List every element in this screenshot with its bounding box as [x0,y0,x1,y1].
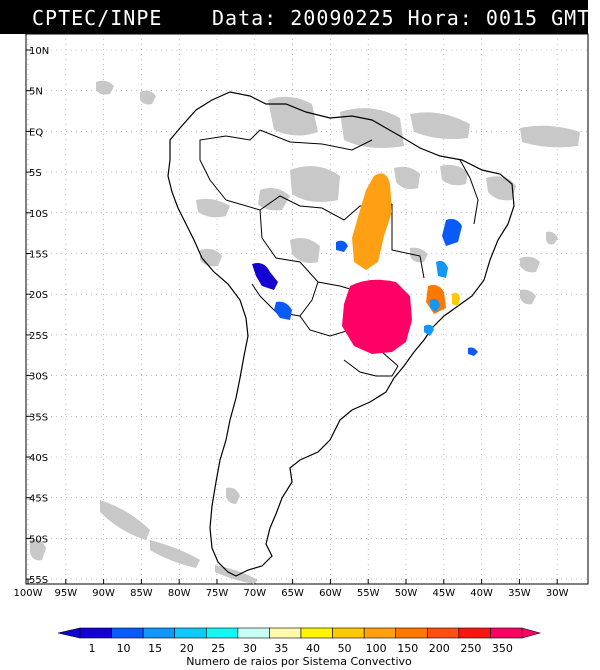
lat-label: 5S [29,168,42,179]
system-cyan-coast [424,324,434,336]
lat-label: 35S [29,412,48,423]
colorbar-tick: 200 [429,642,450,655]
colorbar-swatch [363,627,397,639]
time-label: Hora: [407,6,473,30]
system-magenta [342,279,412,354]
colorbar-swatch [332,627,365,639]
longitude-labels: 100W 95W 90W 85W 80W 75W 70W 65W 60W 55W 50W 45W 40W… [14,588,569,599]
convective-systems [252,173,478,356]
time-value: 0015 GMT [485,6,591,30]
colorbar-swatch [111,627,144,639]
system-cyan-east [436,260,448,278]
colorbar [57,627,542,639]
lon-label: 45W [432,588,455,599]
colorbar-tick-labels: 1 10 15 20 25 30 35 40 50 100 150 200 250 350 [89,642,513,655]
lon-label: 90W [92,588,115,599]
system-blue-mid [336,240,348,252]
lon-label: 85W [130,588,153,599]
lon-label: 65W [281,588,304,599]
colorbar-arrow-left [57,627,81,639]
colorbar-swatch [395,627,428,639]
colorbar-tick: 25 [211,642,225,655]
colorbar-swatch [205,627,239,639]
lat-label: EQ [29,127,43,138]
colorbar-swatch [458,627,491,639]
lat-label: 40S [29,453,48,464]
colorbar-tick: 1 [89,642,96,655]
colorbar-swatch [79,627,112,639]
lat-label: 25S [29,331,48,342]
lon-label: 75W [206,588,229,599]
colorbar-swatch [426,627,460,639]
colorbar-tick: 30 [243,642,257,655]
lon-label: 80W [168,588,191,599]
lat-label: 45S [29,494,48,505]
lon-label: 55W [357,588,380,599]
title-bar: CPTEC/INPE Data: 20090225 Hora: 0015 GMT [0,0,590,34]
south-america-coastline [167,91,515,577]
colorbar-tick: 350 [492,642,513,655]
datetime-label: Data: 20090225 Hora: 0015 GMT [212,6,590,30]
lon-label: 50W [395,588,418,599]
lat-label: 10S [29,209,48,220]
colorbar-swatch [490,627,523,639]
colorbar-arrow-right [521,627,542,639]
latitude-labels: 10N 5N EQ 5S 10S 15S 20S 25S 30S 35S 40S 45S 50S 55S [29,46,49,586]
lat-label: 50S [29,534,48,545]
date-value: 20090225 [290,6,395,30]
system-cyan-small [430,298,440,312]
map-frame [25,33,589,585]
colorbar-tick: 50 [338,642,352,655]
lon-label: 40W [470,588,493,599]
lat-label: 20S [29,290,48,301]
colorbar-tick: 10 [117,642,131,655]
lat-label: 10N [29,46,49,57]
colorbar-swatch [237,627,270,639]
colorbar-swatch [300,627,333,639]
system-blue-west [252,263,278,290]
country-borders [199,129,479,377]
lon-label: 100W [14,588,43,599]
colorbar-tick: 100 [366,642,387,655]
date-label: Data: [212,6,278,30]
colorbar-tick: 20 [180,642,194,655]
colorbar-swatch [174,627,207,639]
system-blue-south [274,301,292,320]
colorbar-swatch [142,627,176,639]
lon-label: 60W [319,588,342,599]
source-label: CPTEC/INPE [32,6,163,30]
system-blue-east [442,218,462,246]
colorbar-tick: 250 [460,642,481,655]
lat-label: 5N [29,87,43,98]
lon-label: 35W [508,588,531,599]
lat-label: 30S [29,372,48,383]
colorbar-swatch [269,627,302,639]
colorbar-tick: 40 [306,642,320,655]
colorbar-tick: 35 [274,642,288,655]
lon-label: 95W [54,588,77,599]
system-blue-ocean [468,347,478,356]
lon-label: 30W [546,588,569,599]
lon-label: 70W [243,588,266,599]
lat-label: 15S [29,250,48,261]
system-orange-north [352,173,392,270]
lat-label: 55S [29,575,48,586]
colorbar-caption: Numero de raios por Sistema Convectivo [186,655,412,668]
system-yellow-east [452,292,460,306]
colorbar-tick: 15 [148,642,162,655]
cloud-cover [30,80,580,584]
colorbar-tick: 150 [397,642,418,655]
